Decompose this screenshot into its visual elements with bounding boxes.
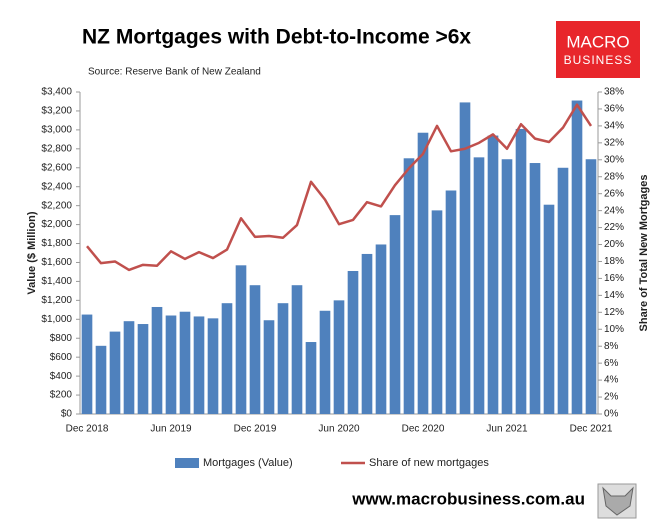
y2-tick-label: 14% — [604, 290, 624, 301]
logo-text: BUSINESS — [564, 53, 633, 67]
fox-icon — [602, 486, 634, 516]
y-tick-label: $2,600 — [41, 162, 72, 173]
bar — [529, 163, 541, 414]
y2-tick-label: 28% — [604, 171, 624, 182]
y2-tick-label: 34% — [604, 121, 624, 132]
y2-tick-label: 24% — [604, 205, 624, 216]
y-tick-label: $1,800 — [41, 238, 72, 249]
y-tick-label: $1,000 — [41, 314, 72, 325]
y2-tick-label: 8% — [604, 341, 619, 352]
x-tick-label: Jun 2019 — [150, 424, 192, 435]
y2-tick-label: 4% — [604, 375, 619, 386]
bar — [305, 342, 317, 414]
bar — [431, 210, 443, 414]
bar — [137, 324, 149, 414]
y-tick-label: $1,600 — [41, 257, 72, 268]
bar — [81, 314, 93, 414]
line — [86, 103, 593, 272]
x-tick-label: Dec 2020 — [402, 424, 445, 435]
logo-box — [556, 21, 640, 78]
bar — [417, 132, 429, 415]
y2-tick-label: 36% — [604, 104, 624, 115]
y-tick-label: $3,200 — [41, 106, 72, 117]
y-tick-label: $600 — [50, 352, 73, 363]
y-axis-title: Value ($ Million) — [26, 211, 38, 294]
bar — [515, 128, 527, 414]
x-tick-label: Dec 2019 — [234, 424, 277, 435]
bar — [459, 102, 471, 414]
legend-label: Share of new mortgages — [369, 457, 489, 469]
y2-tick-label: 26% — [604, 188, 624, 199]
bar — [389, 215, 401, 414]
y2-tick-label: 32% — [604, 137, 624, 148]
y2-tick-label: 22% — [604, 222, 624, 233]
bar — [277, 303, 289, 414]
bar — [571, 100, 583, 414]
bar — [193, 316, 205, 414]
bar — [361, 253, 373, 414]
bar — [249, 285, 261, 414]
legend-swatch — [175, 458, 199, 468]
bar — [445, 190, 457, 414]
bar — [235, 265, 247, 414]
y2-tick-label: 30% — [604, 154, 624, 165]
x-tick-label: Dec 2018 — [66, 424, 109, 435]
bar — [221, 303, 233, 414]
y2-tick-label: 10% — [604, 324, 624, 335]
bar — [347, 270, 359, 414]
y-tick-label: $2,200 — [41, 200, 72, 211]
bar — [165, 315, 177, 414]
y-tick-label: $0 — [61, 409, 73, 420]
bar — [123, 321, 135, 414]
chart-subtitle: Source: Reserve Bank of New Zealand — [88, 67, 261, 78]
y-tick-label: $2,800 — [41, 143, 72, 154]
footer-url: www.macrobusiness.com.au — [351, 489, 585, 508]
legend-label: Mortgages (Value) — [203, 457, 293, 469]
logo-text: MACRO — [566, 32, 629, 51]
bar — [263, 320, 275, 414]
bar — [585, 159, 597, 414]
y2-tick-label: 18% — [604, 256, 624, 267]
y-tick-label: $2,400 — [41, 181, 72, 192]
bar — [501, 159, 513, 414]
y-tick-label: $1,400 — [41, 276, 72, 287]
y-tick-label: $200 — [50, 390, 73, 401]
bar — [375, 244, 387, 414]
y-tick-label: $3,000 — [41, 125, 72, 136]
bar — [333, 300, 345, 414]
x-tick-label: Jun 2021 — [486, 424, 528, 435]
bar — [487, 135, 499, 415]
y2-tick-label: 6% — [604, 358, 619, 369]
bar — [557, 167, 569, 414]
bar — [403, 158, 415, 414]
bar — [291, 285, 303, 414]
y2-tick-label: 2% — [604, 392, 619, 403]
y2-axis-title: Share of Total New Mortgages — [638, 175, 650, 332]
bar — [179, 311, 191, 414]
y-tick-label: $1,200 — [41, 295, 72, 306]
y-tick-label: $400 — [50, 371, 73, 382]
y2-tick-label: 12% — [604, 307, 624, 318]
bar — [319, 310, 331, 414]
x-tick-label: Dec 2021 — [570, 424, 613, 435]
y2-tick-label: 0% — [604, 409, 619, 420]
y-tick-label: $800 — [50, 333, 73, 344]
y2-tick-label: 16% — [604, 273, 624, 284]
y-tick-label: $2,000 — [41, 219, 72, 230]
bar — [109, 331, 121, 414]
chart-title: NZ Mortgages with Debt-to-Income >6x — [82, 26, 471, 49]
y2-tick-label: 20% — [604, 239, 624, 250]
bar — [95, 345, 107, 414]
y-tick-label: $3,400 — [41, 87, 72, 98]
bar — [473, 157, 485, 415]
bar — [151, 306, 163, 414]
bar — [543, 204, 555, 414]
y2-tick-label: 38% — [604, 87, 624, 98]
bar — [207, 318, 219, 414]
x-tick-label: Jun 2020 — [318, 424, 360, 435]
